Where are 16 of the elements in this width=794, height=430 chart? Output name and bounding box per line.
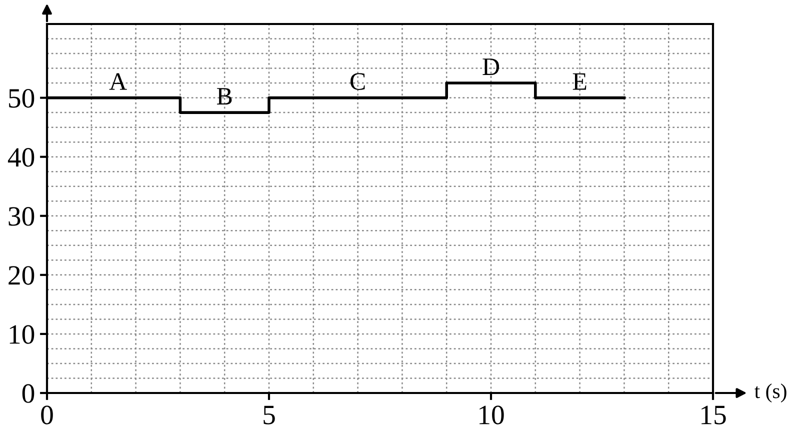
y-tick-label: 10 [10,325,34,344]
annotation: A [109,73,127,90]
annotation: B [216,88,232,105]
x-axis-title: t (s) [754,384,786,402]
annotation: E [572,73,586,90]
y-tick-label: 30 [8,207,34,226]
y-tick-label: 40 [8,148,34,167]
x-tick-label: 5 [264,406,275,424]
annotation: C [350,73,365,90]
y-tick-label: 0 [22,384,34,403]
x-tick-label: 15 [702,406,726,424]
annotation: D [482,58,500,75]
x-tick-label: 10 [480,406,504,424]
y-tick-label: 50 [9,88,34,108]
x-tick-label: 0 [41,406,53,424]
y-tick-label: 20 [8,266,34,285]
